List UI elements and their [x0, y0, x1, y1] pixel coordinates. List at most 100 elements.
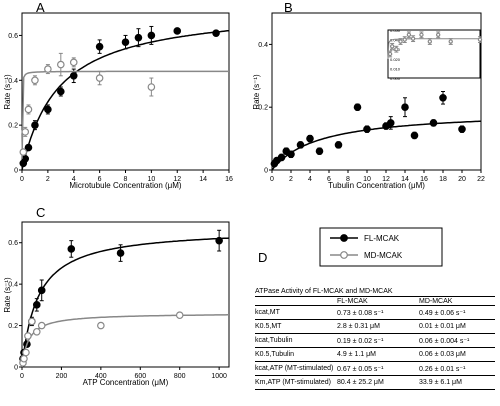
table-header-fl: FL-MCAK: [337, 298, 368, 305]
data-point-md-mcak: [389, 44, 395, 49]
row-fl-value: 80.4 ± 25.2 μM: [337, 379, 384, 386]
x-tick-label: 6: [98, 176, 102, 183]
table-row: kcat,ATP (MT-stimulated) 0.67 ± 0.05 s⁻¹ 0…: [255, 362, 495, 376]
plot-frame: [21, 221, 230, 368]
inset-y-tick-label: 0.050: [390, 28, 401, 33]
y-tick-label: 0: [14, 365, 18, 372]
x-tick-label: 22: [477, 176, 485, 183]
chart-B: 0 2 4 6 8 10 12 14 16 18 20 22 0 0.2 0.4 Tubulin Concen…: [252, 12, 485, 190]
data-point-fl-mcak: [439, 93, 447, 102]
data-point-fl-mcak: [296, 141, 305, 149]
data-point-fl-mcak: [212, 29, 220, 37]
row-fl-value: 0.73 ± 0.08 s⁻¹: [337, 309, 384, 317]
panel-label-a: A: [36, 0, 45, 15]
data-point-fl-mcak: [32, 301, 41, 309]
row-md-value: 0.49 ± 0.06 s⁻¹: [419, 309, 466, 317]
row-fl-value: 4.9 ± 1.1 μM: [337, 351, 377, 358]
data-point-md-mcak: [28, 317, 36, 326]
data-point-md-mcak: [435, 32, 441, 38]
data-point-fl-mcak: [24, 143, 33, 152]
data-point-fl-mcak: [410, 131, 419, 140]
row-label: kcat,ATP (MT-stimulated): [255, 365, 334, 372]
y-axis-label: Rate (s⁻¹): [252, 74, 261, 110]
x-tick-label: 20: [458, 176, 466, 183]
data-point-fl-mcak: [21, 154, 30, 163]
data-point-md-mcak: [406, 32, 412, 38]
x-axis-label: Tubulin Concentration (μM): [328, 181, 425, 190]
data-point-fl-mcak: [31, 121, 39, 129]
table-header-blank: [255, 298, 337, 305]
data-point-fl-mcak: [386, 119, 395, 127]
data-point-fl-mcak: [287, 150, 295, 159]
x-tick-label: 14: [401, 176, 409, 183]
row-label: kcat,Tubulin: [255, 337, 293, 344]
x-tick-label: 600: [134, 373, 146, 380]
row-md-value: 33.9 ± 6.1 μM: [419, 379, 462, 386]
data-point-fl-mcak: [67, 245, 76, 253]
x-tick-label: 8: [124, 176, 128, 183]
row-fl-value: 0.19 ± 0.02 s⁻¹: [337, 337, 384, 345]
inset-frame: [387, 29, 481, 79]
data-point-fl-mcak: [116, 249, 125, 257]
row-md-value: 0.06 ± 0.03 μM: [419, 351, 466, 358]
x-axis-label: Microtubule Concentration (μM): [69, 181, 182, 190]
data-point-fl-mcak: [277, 153, 286, 162]
x-tick-label: 4: [72, 176, 76, 183]
row-label: kcat,MT: [255, 309, 280, 316]
legend-frame: [319, 227, 443, 267]
data-point-md-mcak: [19, 148, 28, 156]
data-point-md-mcak: [95, 74, 104, 82]
row-fl-value: 2.8 ± 0.31 μM: [337, 323, 380, 330]
table-row: Km,ATP (MT-stimulated) 80.4 ± 25.2 μM 33.9…: [255, 376, 495, 390]
row-label: K0.5,Tubulin: [255, 351, 295, 358]
inset-y-tick-label: 0.010: [390, 66, 401, 71]
row-label: K0.5,MT: [255, 323, 282, 330]
data-point-fl-mcak: [57, 87, 65, 96]
plot-frame: [271, 12, 482, 171]
data-point-fl-mcak: [134, 33, 143, 42]
data-point-md-mcak: [44, 65, 52, 73]
table-row: K0.5,Tubulin 4.9 ± 1.1 μM 0.06 ± 0.03 μM: [255, 348, 495, 362]
legend: FL-MCAK MD-MCAK: [319, 227, 443, 267]
x-tick-label: 12: [173, 176, 181, 183]
inset-y-tick-label: 0.020: [390, 57, 401, 62]
table-row: kcat,MT 0.73 ± 0.08 s⁻¹ 0.49 ± 0.06 s⁻¹: [255, 306, 495, 320]
data-point-md-mcak: [22, 348, 30, 357]
data-point-md-mcak: [31, 76, 39, 85]
x-tick-label: 16: [225, 176, 233, 183]
y-tick-label: 0.2: [8, 123, 18, 130]
y-tick-label: 0: [14, 168, 18, 175]
data-point-md-mcak: [147, 83, 156, 91]
data-point-fl-mcak: [215, 236, 223, 245]
x-tick-label: 400: [95, 373, 107, 380]
data-point-fl-mcak: [69, 72, 78, 80]
x-tick-label: 0: [20, 373, 24, 380]
data-point-fl-mcak: [353, 103, 362, 112]
data-point-md-mcak: [387, 51, 393, 57]
data-point-md-mcak: [427, 39, 433, 44]
table-row: kcat,Tubulin 0.19 ± 0.02 s⁻¹ 0.06 ± 0.004 …: [255, 334, 495, 348]
data-point-fl-mcak: [401, 103, 409, 112]
data-point-md-mcak: [69, 58, 78, 67]
data-point-fl-mcak: [44, 105, 52, 114]
data-point-md-mcak: [57, 60, 65, 69]
x-tick-label: 12: [382, 176, 390, 183]
row-md-value: 0.26 ± 0.01 s⁻¹: [419, 365, 466, 373]
data-point-fl-mcak: [95, 42, 104, 51]
x-tick-label: 10: [363, 176, 371, 183]
y-tick-label: 0.4: [8, 78, 18, 85]
y-tick-label: 0.2: [8, 323, 18, 330]
table-caption: ATPase Activity of FL-MCAK and MD-MCAK: [255, 288, 495, 297]
data-point-md-mcak: [419, 32, 424, 38]
x-tick-label: 800: [174, 373, 186, 380]
data-point-fl-mcak: [429, 119, 438, 127]
table-row: K0.5,MT 2.8 ± 0.31 μM 0.01 ± 0.01 μM: [255, 320, 495, 334]
data-point-md-mcak: [37, 321, 46, 330]
data-point-md-mcak: [410, 36, 416, 41]
fit-curve-fl-mcak: [21, 237, 230, 368]
y-tick-label: 0.2: [258, 105, 268, 112]
row-md-value: 0.06 ± 0.004 s⁻¹: [419, 337, 470, 345]
y-tick-label: 0.6: [8, 240, 18, 247]
x-tick-label: 1000: [211, 373, 227, 380]
